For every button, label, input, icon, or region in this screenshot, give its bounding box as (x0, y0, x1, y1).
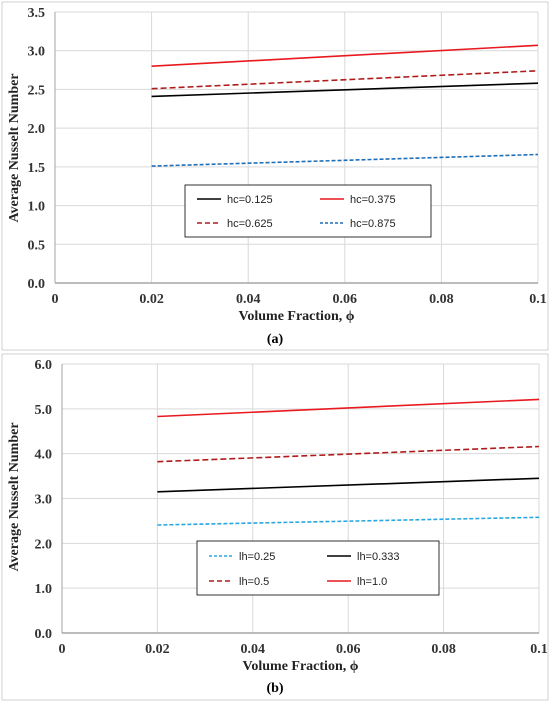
legend-label: lh=0.333 (357, 551, 400, 563)
series-line-lh-1-0 (157, 398, 540, 418)
legend-label: hc=0.625 (227, 218, 273, 230)
x-tick-label: 0.08 (429, 292, 454, 307)
legend-box (184, 184, 432, 238)
series-line-lh-0-25 (157, 516, 540, 526)
series-line-hc-0-875 (151, 153, 539, 167)
x-tick-label: 0.06 (336, 642, 361, 657)
y-tick-label: 3.5 (28, 6, 46, 21)
y-tick-label: 0.0 (28, 277, 46, 292)
legend-label: hc=0.375 (350, 194, 396, 206)
panel-caption: (a) (267, 332, 284, 347)
series-line-hc-0-125 (151, 82, 539, 98)
legend-label: lh=0.25 (239, 551, 275, 563)
x-tick-label: 0 (59, 642, 66, 657)
y-tick-label: 0.5 (28, 238, 46, 253)
y-tick-label: 6.0 (35, 358, 53, 373)
y-tick-label: 2.5 (28, 83, 46, 98)
legend-label: hc=0.125 (227, 194, 273, 206)
y-tick-label: 4.0 (35, 448, 53, 463)
y-tick-label: 0.0 (35, 627, 53, 642)
y-tick-label: 1.0 (35, 582, 53, 597)
legend-box (196, 540, 440, 596)
legend-label: lh=0.5 (239, 576, 269, 588)
legend-label: hc=0.875 (350, 218, 396, 230)
x-tick-label: 0.06 (333, 292, 358, 307)
y-tick-label: 2.0 (28, 122, 46, 137)
series-line-lh-0-5 (157, 445, 540, 463)
x-axis-title: Volume Fraction, ϕ (239, 309, 355, 324)
y-tick-label: 3.0 (35, 493, 53, 508)
x-tick-label: 0 (52, 292, 59, 307)
series-line-lh-0-333 (157, 477, 540, 493)
x-tick-label: 0.04 (236, 292, 261, 307)
x-tick-label: 0.08 (431, 642, 456, 657)
series-line-hc-0-625 (151, 70, 539, 90)
x-tick-label: 0.02 (145, 642, 170, 657)
x-tick-label: 0.02 (139, 292, 164, 307)
y-axis-title: Average Nusselt Number (7, 422, 22, 571)
y-tick-label: 3.0 (28, 45, 46, 60)
y-tick-label: 1.5 (28, 161, 46, 176)
x-axis-title: Volume Fraction, ϕ (243, 659, 359, 674)
y-tick-label: 2.0 (35, 537, 53, 552)
y-tick-label: 1.0 (28, 200, 46, 215)
panel-border (1, 353, 549, 701)
panel-border (1, 1, 549, 351)
x-tick-label: 0.1 (529, 292, 547, 307)
legend-label: lh=1.0 (357, 576, 387, 588)
x-tick-label: 0.04 (241, 642, 266, 657)
x-tick-label: 0.1 (530, 642, 548, 657)
series-line-hc-0-375 (151, 44, 539, 67)
panel-caption: (b) (266, 681, 283, 696)
y-tick-label: 5.0 (35, 403, 53, 418)
y-axis-title: Average Nusselt Number (7, 73, 22, 222)
